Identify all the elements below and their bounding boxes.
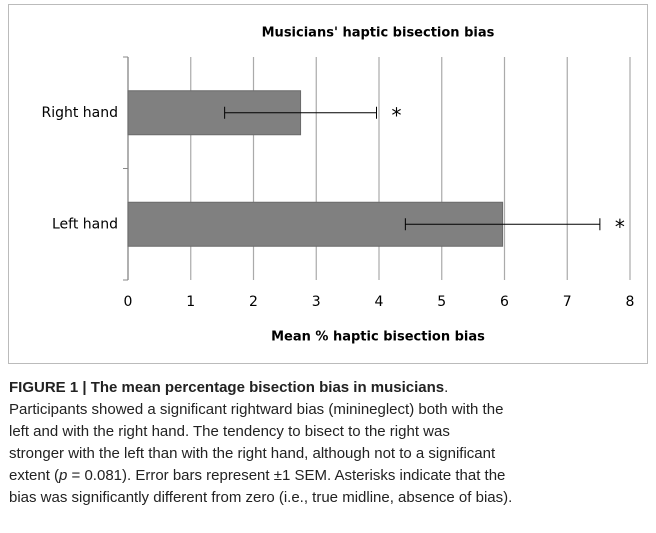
x-tick-label: 0 — [124, 294, 133, 310]
caption-heading: FIGURE 1 | The mean percentage bisection… — [9, 379, 445, 396]
chart: Musicians' haptic bisection bias Mean % … — [8, 4, 648, 364]
caption-line: stronger with the left than with the rig… — [9, 443, 654, 465]
annotation: * — [391, 103, 401, 127]
x-tick-label: 4 — [375, 294, 384, 310]
y-tick-label: Left hand — [52, 216, 118, 232]
x-tick-label: 7 — [563, 294, 572, 310]
y-tick-label: Right hand — [41, 105, 118, 121]
caption-text: stronger with the left than with the rig… — [9, 445, 496, 462]
caption-heading-end: . — [444, 379, 449, 396]
x-axis-label: Mean % haptic bisection bias — [271, 330, 485, 345]
caption-italic: p — [59, 467, 68, 484]
x-tick-label: 5 — [437, 294, 446, 310]
x-tick-label: 8 — [626, 294, 635, 310]
x-tick-label: 1 — [186, 294, 195, 310]
x-tick-label: 2 — [249, 294, 258, 310]
caption-line: left and with the right hand. The tenden… — [9, 421, 654, 443]
caption-text: = 0.081). Error bars represent ±1 SEM. A… — [67, 467, 506, 484]
x-tick-label: 6 — [500, 294, 509, 310]
caption-line: bias was significantly different from ze… — [9, 487, 654, 509]
caption-text: bias was significantly different from ze… — [9, 489, 513, 506]
chart-frame — [8, 4, 648, 364]
caption-text: left and with the right hand. The tenden… — [9, 423, 450, 440]
chart-title: Musicians' haptic bisection bias — [262, 26, 495, 41]
caption-text: Participants showed a significant rightw… — [9, 401, 504, 418]
caption: FIGURE 1 | The mean percentage bisection… — [9, 377, 654, 509]
caption-line: Participants showed a significant rightw… — [9, 399, 654, 421]
caption-heading-line: FIGURE 1 | The mean percentage bisection… — [9, 377, 654, 399]
caption-line: extent (p = 0.081). Error bars represent… — [9, 465, 654, 487]
annotation: * — [615, 215, 625, 239]
x-tick-label: 3 — [312, 294, 321, 310]
caption-text: extent ( — [9, 467, 60, 484]
